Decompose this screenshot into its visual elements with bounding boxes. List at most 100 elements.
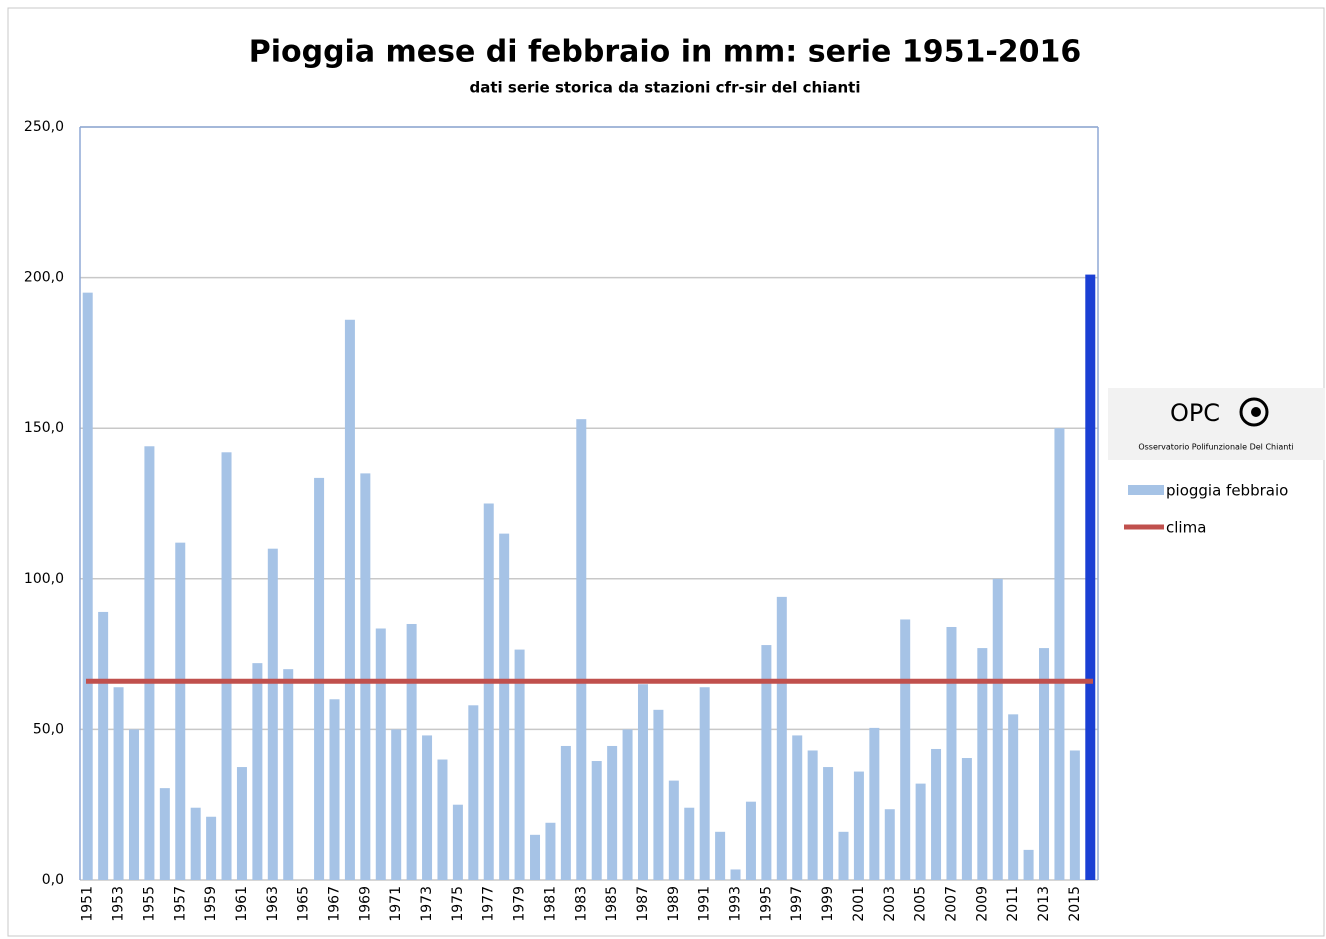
legend-label: pioggia febbraio [1166, 482, 1288, 500]
x-tick-label: 1971 [388, 886, 404, 922]
x-tick-label: 1955 [141, 886, 157, 922]
bar [776, 596, 787, 880]
logo-subtitle: Osservatorio Polifunzionale Del Chianti [1138, 443, 1293, 452]
x-tick-label: 1981 [542, 886, 558, 922]
bar [267, 548, 278, 880]
bar [699, 687, 710, 880]
bar [684, 807, 695, 880]
x-tick-label: 1977 [481, 886, 497, 922]
x-tick-label: 1961 [234, 886, 250, 922]
bar [113, 687, 124, 880]
bar [961, 758, 972, 880]
bar [98, 611, 109, 880]
bar [560, 745, 571, 880]
bar [82, 292, 93, 880]
bar [530, 834, 541, 880]
frame [7, 7, 1325, 937]
bar [653, 709, 664, 880]
x-tick-label: 2013 [1036, 886, 1052, 922]
bar [283, 669, 294, 880]
bar [360, 473, 371, 880]
x-tick-label: 1967 [327, 886, 343, 922]
x-tick-label: 1953 [111, 886, 127, 922]
bar [807, 750, 818, 880]
x-tick-label: 1983 [573, 886, 589, 922]
x-tick-label: 2001 [851, 886, 867, 922]
y-tick-label: 0,0 [42, 872, 64, 888]
x-tick-label: 1999 [820, 886, 836, 922]
logo-pupil [1251, 407, 1261, 417]
bar [252, 663, 263, 880]
x-tick-label: 1995 [758, 886, 774, 922]
bar [1085, 274, 1096, 880]
logo-box [1108, 388, 1325, 460]
bar [499, 533, 510, 880]
bar [221, 452, 232, 880]
bar [622, 729, 633, 880]
bar [391, 729, 402, 880]
bar [1039, 648, 1050, 880]
x-tick-label: 1973 [419, 886, 435, 922]
logo-title: OPC [1170, 399, 1220, 427]
bar [730, 869, 741, 880]
bar [175, 542, 186, 880]
bar [715, 831, 726, 880]
bar [900, 619, 911, 880]
x-tick-label: 1987 [635, 886, 651, 922]
bar [1069, 750, 1080, 880]
x-tick-label: 1965 [296, 886, 312, 922]
y-tick-label: 50,0 [33, 721, 64, 737]
x-tick-label: 1989 [666, 886, 682, 922]
x-tick-label: 1993 [728, 886, 744, 922]
y-tick-label: 250,0 [24, 119, 64, 135]
bar [545, 822, 556, 880]
bar [977, 648, 988, 880]
bar [637, 684, 648, 880]
x-tick-label: 1963 [265, 886, 281, 922]
bar [190, 807, 201, 880]
x-tick-label: 2015 [1067, 886, 1083, 922]
bar [761, 645, 772, 880]
x-tick-label: 1969 [357, 886, 373, 922]
y-tick-label: 100,0 [24, 571, 64, 587]
bar [514, 649, 525, 880]
bar [576, 419, 587, 880]
bar [591, 761, 602, 880]
x-tick-label: 2005 [913, 886, 929, 922]
bar [838, 831, 849, 880]
bar [1023, 849, 1034, 880]
bar [329, 699, 340, 880]
bar [468, 705, 479, 880]
bar [159, 788, 170, 880]
x-tick-label: 2007 [943, 886, 959, 922]
bar [128, 729, 139, 880]
bar [607, 745, 618, 880]
bar [144, 446, 155, 880]
bar [375, 628, 386, 880]
x-tick-label: 1975 [450, 886, 466, 922]
x-tick-label: 1979 [512, 886, 528, 922]
bar [452, 804, 463, 880]
bar [344, 319, 355, 880]
x-tick-label: 2009 [974, 886, 990, 922]
bar [1054, 428, 1065, 880]
x-tick-label: 2003 [882, 886, 898, 922]
legend-swatch [1128, 485, 1164, 495]
y-tick-label: 200,0 [24, 270, 64, 286]
x-tick-label: 2011 [1005, 886, 1021, 922]
x-tick-label: 1985 [604, 886, 620, 922]
bar [483, 503, 494, 880]
logo-eye [1239, 397, 1269, 427]
bar [745, 801, 756, 880]
bar [792, 735, 803, 880]
x-tick-label: 1957 [172, 886, 188, 922]
bar [915, 783, 926, 880]
legend-label: clima [1166, 519, 1206, 537]
bar [869, 727, 880, 880]
bar [236, 767, 247, 880]
x-tick-label: 1991 [697, 886, 713, 922]
bar [1008, 714, 1019, 880]
x-tick-label: 1959 [203, 886, 219, 922]
chart-subtitle: dati serie storica da stazioni cfr-sir d… [470, 79, 861, 97]
